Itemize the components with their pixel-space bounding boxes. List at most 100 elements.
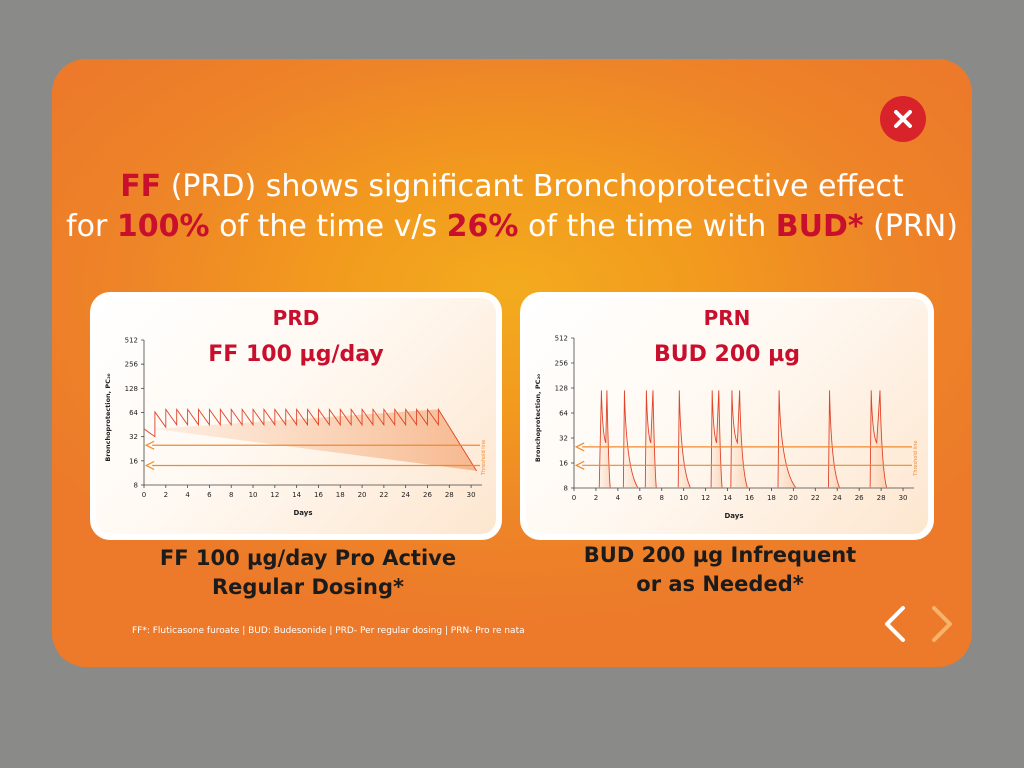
x-tick-label: 8	[229, 491, 233, 499]
y-tick-label: 256	[125, 361, 139, 369]
chart-card-prn: PRN BUD 200 µg 8 16 32 64 128 256 512 0 2 4 6 8 10 12…	[520, 292, 934, 540]
chart-card-prd: PRD FF 100 µg/day 8 16 32 64 128 256 512 0 2 4 6 8 1…	[90, 292, 502, 540]
x-tick-label: 12	[270, 491, 279, 499]
peak-line	[869, 390, 888, 488]
peak-line	[677, 390, 691, 488]
y-tick-label: 512	[125, 337, 138, 345]
y-tick-label: 16	[129, 457, 138, 465]
x-tick-label: 20	[789, 494, 798, 502]
x-tick-label: 24	[833, 494, 842, 502]
peak-fill	[678, 390, 691, 488]
x-tick-label: 2	[594, 494, 598, 502]
peak-fill	[623, 390, 638, 488]
x-tick-label: 14	[292, 491, 301, 499]
chart-card-inner-prd: PRD FF 100 µg/day 8 16 32 64 128 256 512 0 2 4 6 8 1…	[96, 298, 496, 534]
x-tick-label: 14	[723, 494, 732, 502]
x-tick-label: 24	[401, 491, 410, 499]
caption-prn-line-1: BUD 200 µg Infrequent	[583, 543, 857, 567]
caption-prd: FF 100 µg/day Pro Active Regular Dosing*	[102, 544, 514, 602]
x-tick-label: 22	[379, 491, 388, 499]
threshold-arrow-head	[144, 460, 155, 471]
x-tick-label: 22	[811, 494, 820, 502]
chart-card-inner-prn: PRN BUD 200 µg 8 16 32 64 128 256 512 0 2 4 6 8 10 12…	[526, 298, 928, 534]
headline-text-2: for	[66, 209, 117, 244]
headline-bud: BUD*	[775, 209, 864, 244]
x-tick-label: 30	[899, 494, 908, 502]
y-tick-label: 128	[125, 385, 138, 393]
headline-text-4: of the time with	[518, 209, 776, 244]
x-tick-label: 20	[358, 491, 367, 499]
x-tick-label: 2	[164, 491, 168, 499]
y-tick-label: 512	[555, 335, 568, 343]
chart-title-prd: PRD	[272, 306, 320, 330]
x-tick-label: 26	[855, 494, 864, 502]
y-axis-label: Bronchoprotection, PC₂₀	[104, 373, 112, 461]
headline-line-2: for 100% of the time v/s 26% of the time…	[52, 207, 972, 247]
y-tick-label: 32	[559, 435, 568, 443]
caption-prd-line-1: FF 100 µg/day Pro Active	[159, 546, 457, 570]
x-tick-label: 28	[877, 494, 886, 502]
headline-text-3: of the time v/s	[209, 209, 447, 244]
x-tick-label: 28	[445, 491, 454, 499]
threshold-arrow-head	[144, 440, 155, 450]
peak-line	[644, 390, 657, 488]
chart-subtitle-prd: FF 100 µg/day	[208, 342, 384, 367]
area-fill	[154, 409, 477, 471]
x-tick-label: 18	[767, 494, 776, 502]
x-tick-label: 30	[467, 491, 476, 499]
caption-prd-line-2: Regular Dosing*	[212, 575, 404, 599]
previous-slide-button[interactable]	[878, 604, 912, 644]
threshold-label: Threshold line	[481, 440, 487, 476]
x-tick-label: 4	[616, 494, 621, 502]
peak-line	[710, 390, 723, 488]
peak-line	[730, 390, 748, 488]
peak-line	[777, 390, 796, 488]
x-tick-label: 16	[314, 491, 323, 499]
x-tick-label: 18	[336, 491, 345, 499]
x-tick-label: 12	[701, 494, 710, 502]
x-axis-label: Days	[293, 509, 312, 517]
x-tick-label: 0	[572, 494, 576, 502]
peak-line	[622, 390, 639, 488]
x-tick-label: 16	[745, 494, 754, 502]
headline-text-5: (PRN)	[863, 209, 958, 244]
x-tick-label: 8	[660, 494, 664, 502]
peak-fill	[828, 390, 840, 488]
headline-26-percent: 26%	[446, 209, 519, 244]
y-tick-label: 128	[555, 385, 568, 393]
footnote: FF*: Fluticasone furoate | BUD: Budesoni…	[132, 626, 525, 636]
chevron-left-icon	[885, 606, 905, 642]
headline: FF (PRD) shows significant Bronchoprotec…	[52, 167, 972, 247]
peak-line	[598, 390, 611, 488]
y-tick-label: 8	[564, 485, 568, 493]
chart-title-prn: PRN	[703, 306, 751, 330]
caption-prn: BUD 200 µg Infrequent or as Needed*	[514, 541, 926, 599]
headline-text-1: (PRD) shows significant Bronchoprotectiv…	[161, 169, 904, 204]
x-axis-label: Days	[724, 512, 743, 520]
headline-100-percent: 100%	[116, 209, 210, 244]
close-icon	[894, 110, 912, 128]
y-tick-label: 64	[129, 409, 138, 417]
threshold-arrow-head	[574, 442, 585, 452]
y-tick-label: 32	[129, 433, 138, 441]
close-button[interactable]	[880, 96, 926, 142]
y-tick-label: 256	[555, 360, 569, 368]
x-tick-label: 10	[249, 491, 258, 499]
threshold-label: Threshold line	[913, 440, 919, 476]
x-tick-label: 10	[679, 494, 688, 502]
x-tick-label: 26	[423, 491, 432, 499]
x-tick-label: 4	[185, 491, 190, 499]
y-tick-label: 8	[134, 482, 138, 490]
peak-fill	[870, 390, 887, 488]
series-line	[143, 407, 477, 472]
chevron-right-icon	[932, 606, 952, 642]
x-tick-label: 6	[207, 491, 212, 499]
y-tick-label: 16	[559, 460, 568, 468]
x-tick-label: 0	[142, 491, 146, 499]
next-slide-button[interactable]	[925, 604, 959, 644]
x-tick-label: 6	[638, 494, 643, 502]
caption-prn-line-2: or as Needed*	[636, 572, 804, 596]
peak-line	[828, 390, 840, 488]
